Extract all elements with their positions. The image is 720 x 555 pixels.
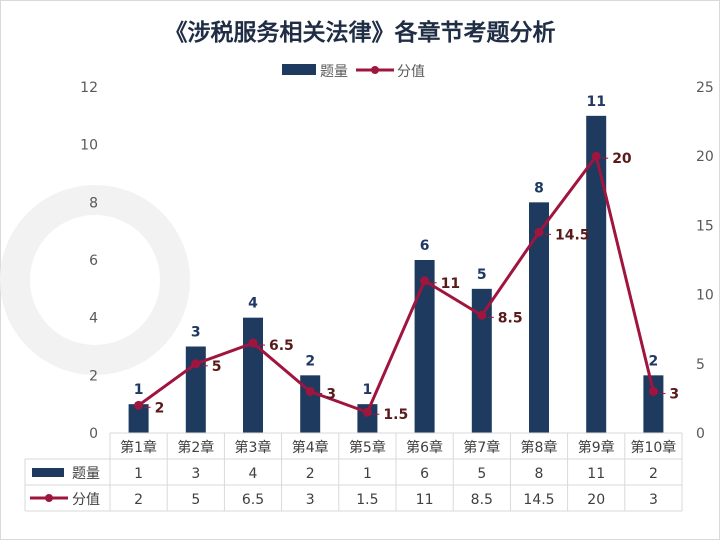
line-data-label: 2 [155,400,165,416]
bar-data-label: 4 [248,296,258,312]
table-cell-line: 3 [649,492,658,508]
x-tick-label: 第2章 [177,439,214,456]
line-point [305,386,315,396]
table-cell-bar: 1 [134,466,143,482]
bar-data-label: 11 [586,94,605,110]
line-point [648,386,658,396]
y-left-tick-label: 6 [89,253,98,269]
table-cell-line: 1.5 [356,492,378,508]
line-data-label: 6.5 [269,338,294,354]
bar-data-label: 1 [134,382,144,398]
line-point [134,400,144,410]
legend-bar-swatch [282,64,316,75]
y-right-tick-label: 10 [696,288,714,304]
line-point [477,310,487,320]
bar-data-label: 2 [649,353,659,369]
chart-title: 《涉税服务相关法律》各章节考题分析 [165,19,556,46]
y-left-tick-label: 12 [80,80,98,96]
line-point [191,359,201,369]
table-cell-line: 11 [416,492,434,508]
watermark-logo [0,185,190,375]
bar [471,288,492,433]
legend-line-label: 分值 [397,64,425,80]
line-data-label: 3 [669,386,679,402]
series-line [137,152,655,415]
bar-data-label: 1 [363,382,373,398]
table-cell-line: 8.5 [471,492,493,508]
x-tick-label: 第1章 [120,439,157,456]
table-row-label: 题量 [72,466,100,482]
y-right-tick-label: 15 [696,218,714,234]
legend-line-marker [371,66,379,74]
bar [128,404,149,433]
bar-data-label: 8 [534,180,544,196]
bar [529,202,549,433]
y-left-tick-label: 0 [89,426,98,442]
table-cell-line: 2 [134,492,143,508]
x-tick-label: 第10章 [630,439,676,456]
line-point [362,407,372,417]
y-left-tick-label: 2 [89,368,98,384]
y-right-tick-label: 0 [696,426,705,442]
bar-data-label: 5 [477,267,487,283]
line-data-label: 8.5 [498,310,523,326]
table-cell-line: 5 [191,492,200,508]
table-cell-bar: 8 [535,466,544,482]
table-cell-bar: 3 [191,466,200,482]
y-left-tick-label: 4 [89,311,98,327]
x-tick-label: 第8章 [521,439,558,456]
table-cell-bar: 1 [363,466,372,482]
table-line-marker [45,494,53,502]
y-right-tick-label: 5 [696,357,705,373]
x-tick-label: 第9章 [578,439,615,456]
line-point [248,338,258,348]
table-cell-line: 14.5 [523,492,554,508]
x-tick-label: 第4章 [292,439,329,456]
x-tick-label: 第5章 [349,439,386,456]
table-cell-line: 20 [587,492,605,508]
line-data-label: 14.5 [555,227,590,243]
legend: 题量 分值 [282,64,425,80]
table-cell-bar: 2 [649,466,658,482]
bar [414,260,435,433]
bar [586,115,607,433]
table-cell-bar: 2 [306,466,315,482]
table-cell-line: 3 [306,492,315,508]
y-left-tick-label: 8 [89,195,98,211]
legend-bar-label: 题量 [320,64,348,80]
watermark [0,185,190,375]
table-bar-swatch [32,468,64,477]
bar-data-label: 2 [305,353,315,369]
bar-data-label: 6 [420,238,430,254]
x-tick-label: 第6章 [406,439,443,456]
bar-data-label: 3 [191,325,201,341]
table-cell-line: 6.5 [242,492,264,508]
x-tick-label: 第7章 [463,439,500,456]
line-point [591,151,601,161]
x-tick-label: 第3章 [235,439,272,456]
line-data-label: 5 [212,359,222,375]
line-data-label: 1.5 [383,407,408,423]
line-data-label: 3 [326,386,336,402]
line-point [534,227,544,237]
y-right-tick-label: 20 [696,149,714,165]
line-point [420,276,430,286]
bar [243,317,263,433]
table-cell-bar: 11 [587,466,605,482]
line-data-label: 20 [612,151,632,167]
table-cell-bar: 5 [477,466,486,482]
bar [300,375,321,433]
y-right-tick-label: 25 [696,80,714,96]
bar [643,375,664,433]
y-left-tick-label: 10 [80,138,98,154]
table-cell-bar: 6 [420,466,429,482]
table-row-label: 分值 [72,492,100,508]
line-data-label: 11 [441,276,460,292]
table-cell-bar: 4 [249,466,258,482]
